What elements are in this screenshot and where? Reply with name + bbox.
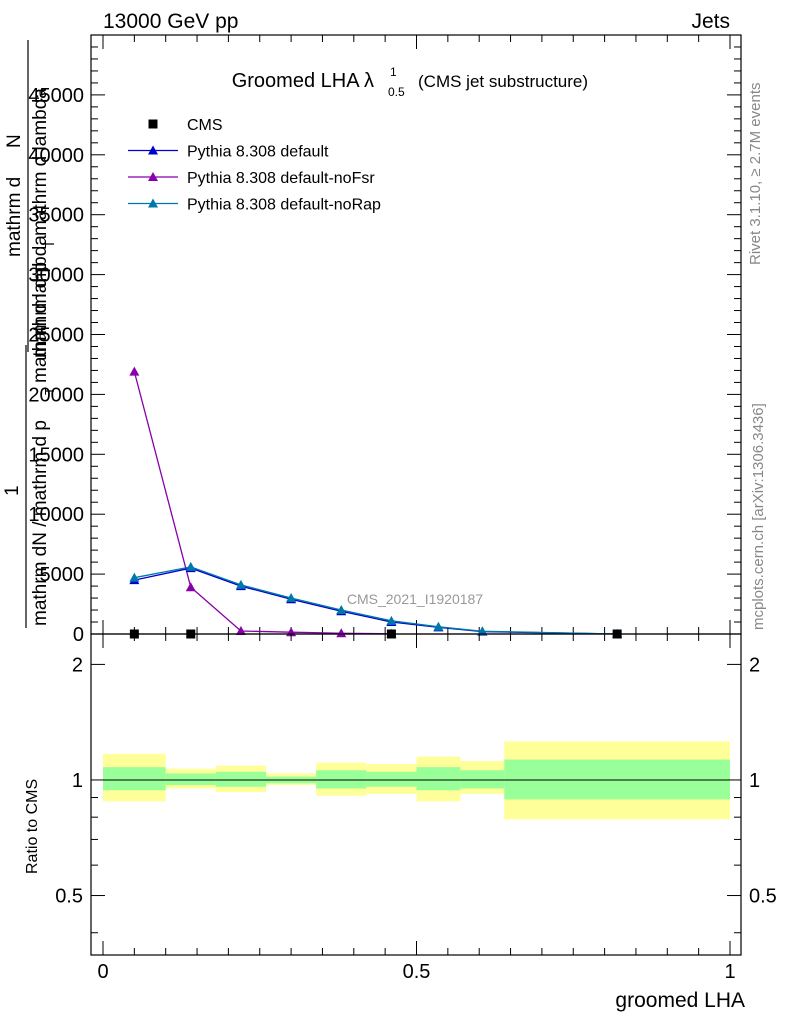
header-right: Jets xyxy=(691,10,730,33)
ratio-y-tick-label-left: 0.5 xyxy=(55,886,83,908)
legend-label-noRap: Pythia 8.308 default-noRap xyxy=(187,197,381,214)
series-line-noFsr xyxy=(133,371,392,635)
ylabel-den-sub: T xyxy=(42,387,57,395)
ylabel-num: 1 xyxy=(2,485,23,496)
legend-marker-noRap xyxy=(148,198,158,208)
watermark: CMS_2021_I1920187 xyxy=(347,591,483,607)
ratio-band-inner xyxy=(366,771,417,787)
y-tick-label: 20000 xyxy=(28,384,84,406)
y-tick-label: 10000 xyxy=(28,504,84,526)
data-point-noRap xyxy=(129,572,140,582)
data-point-noRap xyxy=(286,593,297,603)
ylabel-over-num-tail: N xyxy=(4,134,25,148)
header-left: 13000 GeV pp xyxy=(103,10,238,33)
y-tick-label: 5000 xyxy=(40,564,85,586)
ratio-band-inner xyxy=(103,767,166,791)
ratio-band-inner xyxy=(215,771,267,787)
data-point-noRap xyxy=(336,605,347,615)
ratio-band-inner xyxy=(316,770,367,789)
plot-title: Groomed LHA λ 1 0.5 (CMS jet substructur… xyxy=(232,65,588,99)
mcplots-label: mcplots.cern.ch [arXiv:1306.3436] xyxy=(750,403,767,630)
ylabel-over-den-tail: mathrm d lambda xyxy=(30,88,51,236)
ylabel-den: mathrm dN / mathrm d p xyxy=(30,420,51,626)
x-tick-label: 1 xyxy=(724,961,735,983)
legend-label-default: Pythia 8.308 default xyxy=(187,144,329,161)
ylabel-over-den-sub: T xyxy=(42,240,57,248)
y-tick-label: 40000 xyxy=(28,145,84,167)
rivet-label: Rivet 3.1.10, ≥ 2.7M events xyxy=(747,83,764,266)
main-y-axis-label: mathrm d N mathrm d p T mathrm d lambda … xyxy=(2,40,57,628)
ratio-ticks: 0.5 0.5 1 1 2 2 0 0.5 1 xyxy=(55,634,777,983)
data-point-noRap xyxy=(433,621,444,631)
ylabel-over-num: mathrm d xyxy=(4,177,25,257)
x-axis-label: groomed LHA xyxy=(615,989,745,1012)
y-tick-label: 0 xyxy=(73,624,84,646)
plot-title-sup: 1 xyxy=(390,65,397,79)
data-point-noFsr xyxy=(185,582,196,592)
legend-marker-cms xyxy=(148,119,158,129)
ylabel-den-tail: mathrm d lambda xyxy=(30,235,51,383)
data-point-noRap xyxy=(386,615,397,625)
legend-label-cms: CMS xyxy=(187,117,223,134)
plot-subtitle: (CMS jet substructure) xyxy=(418,72,588,91)
ratio-y-tick-label-right: 0.5 xyxy=(749,886,777,908)
ratio-band-inner xyxy=(460,770,505,789)
ratio-y-tick-label-right: 2 xyxy=(749,654,760,676)
main-y-ticks: 0 5000 10000 15000 20000 25000 30000 35000 40000… xyxy=(28,35,741,646)
data-point-noFsr xyxy=(129,366,140,376)
plot-title-main: Groomed LHA λ xyxy=(232,70,374,92)
legend-marker-default xyxy=(148,145,158,155)
legend-marker-noFsr xyxy=(148,172,158,181)
ratio-plot: 0.5 0.5 1 1 2 2 0 0.5 1 Ratio to CMS groomed LHA xyxy=(24,633,777,1012)
data-point-noRap xyxy=(185,561,196,571)
ratio-y-tick-label-right: 1 xyxy=(749,770,760,792)
main-plot: 0 5000 10000 15000 20000 25000 30000 35000 40000… xyxy=(2,34,742,646)
y-tick-label: 25000 xyxy=(28,325,84,347)
legend-label-noFsr: Pythia 8.308 default-noFsr xyxy=(187,170,375,187)
y-tick-label: 45000 xyxy=(28,85,84,107)
x-tick-label: 0 xyxy=(97,961,108,983)
x-tick-label: 0.5 xyxy=(403,961,431,983)
data-point-noFsr xyxy=(235,626,246,636)
ratio-y-tick-label-left: 2 xyxy=(72,654,83,676)
y-tick-label: 35000 xyxy=(28,205,84,227)
plot-title-sub: 0.5 xyxy=(388,85,405,99)
data-point-noRap xyxy=(477,626,488,636)
ratio-band-inner xyxy=(416,767,461,791)
y-tick-label: 30000 xyxy=(28,265,84,287)
y-tick-label: 15000 xyxy=(28,444,84,466)
ratio-bands xyxy=(103,741,730,820)
data-point-noRap xyxy=(235,579,246,589)
ylabel-over-den: mathrm d p xyxy=(30,262,51,358)
legend: CMS Pythia 8.308 default Pythia 8.308 defa… xyxy=(128,117,381,214)
data-point-noFsr xyxy=(336,628,347,638)
ratio-y-label: Ratio to CMS xyxy=(24,779,41,874)
ratio-band-inner xyxy=(165,773,216,786)
ratio-y-tick-label-left: 1 xyxy=(72,770,83,792)
